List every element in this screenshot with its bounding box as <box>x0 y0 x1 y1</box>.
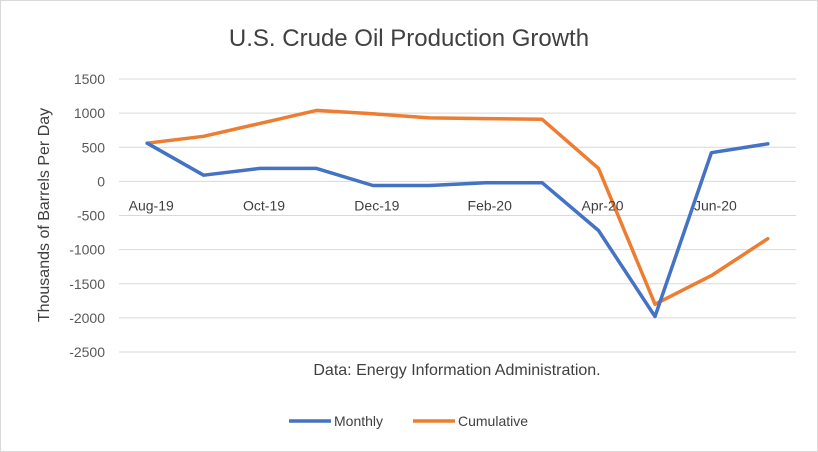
y-tick-label: -1000 <box>69 242 105 258</box>
series-line-monthly <box>145 141 770 319</box>
x-tick-label: Feb-20 <box>468 197 513 213</box>
legend: Monthly Cumulative <box>289 413 528 429</box>
x-tick-label: Aug-19 <box>129 197 174 213</box>
x-tick-label: Apr-20 <box>582 197 624 213</box>
x-axis-ticks: Aug-19 Oct-19 Dec-19 Feb-20 Apr-20 Jun-20 <box>129 197 737 213</box>
series-lines <box>145 108 770 319</box>
y-tick-label: -1500 <box>69 276 105 292</box>
gridlines <box>119 78 796 353</box>
y-tick-label: 1000 <box>74 105 105 121</box>
legend-label-monthly: Monthly <box>334 413 383 429</box>
y-tick-label: -2000 <box>69 310 105 326</box>
y-tick-label: 0 <box>97 173 105 189</box>
source-annotation: Data: Energy Information Administration. <box>313 362 600 379</box>
y-tick-label: 1500 <box>74 71 105 87</box>
y-tick-label: -2500 <box>69 344 105 360</box>
y-tick-label: -500 <box>77 208 105 224</box>
series-line-cumulative <box>145 108 770 306</box>
x-tick-label: Jun-20 <box>694 197 737 213</box>
x-tick-label: Dec-19 <box>354 197 399 213</box>
y-axis-label: Thousands of Barrels Per Day <box>36 108 53 322</box>
x-tick-label: Oct-19 <box>243 197 285 213</box>
y-axis-ticks: 1500 1000 500 0 -500 -1000 -1500 -2000 -2500 <box>69 71 105 360</box>
y-tick-label: 500 <box>82 139 106 155</box>
legend-label-cumulative: Cumulative <box>458 413 528 429</box>
chart-title: U.S. Crude Oil Production Growth <box>229 25 589 52</box>
